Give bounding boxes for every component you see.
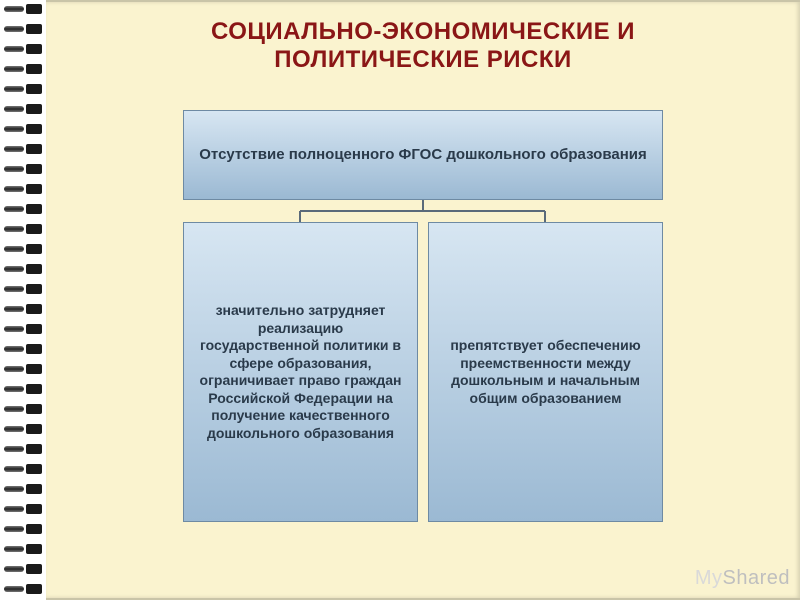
spiral-ring xyxy=(4,544,42,554)
spiral-ring xyxy=(4,584,42,594)
diagram-node-root: Отсутствие полноценного ФГОС дошкольного… xyxy=(183,110,663,200)
spiral-ring xyxy=(4,524,42,534)
spiral-ring xyxy=(4,144,42,154)
spiral-ring xyxy=(4,364,42,374)
spiral-ring xyxy=(4,184,42,194)
spiral-ring xyxy=(4,264,42,274)
spiral-ring xyxy=(4,4,42,14)
spiral-ring xyxy=(4,244,42,254)
spiral-ring xyxy=(4,164,42,174)
diagram-node-left: значительно затрудняет реализацию госуда… xyxy=(183,222,418,522)
connector xyxy=(299,211,301,222)
connector xyxy=(300,210,423,212)
watermark-part1: My xyxy=(695,567,723,589)
spiral-ring xyxy=(4,284,42,294)
spiral-ring xyxy=(4,564,42,574)
spiral-ring xyxy=(4,324,42,334)
spiral-ring xyxy=(4,204,42,214)
spiral-ring xyxy=(4,124,42,134)
connector xyxy=(423,210,545,212)
title-line-2: ПОЛИТИЧЕСКИЕ РИСКИ xyxy=(86,46,760,74)
spiral-ring xyxy=(4,464,42,474)
slide-title: СОЦИАЛЬНО-ЭКОНОМИЧЕСКИЕ И ПОЛИТИЧЕСКИЕ Р… xyxy=(46,2,800,82)
diagram-node-right: препятствует обеспечению преемственности… xyxy=(428,222,663,522)
spiral-ring xyxy=(4,444,42,454)
spiral-ring xyxy=(4,64,42,74)
spiral-ring xyxy=(4,484,42,494)
spiral-ring xyxy=(4,224,42,234)
spiral-ring xyxy=(4,384,42,394)
title-line-1: СОЦИАЛЬНО-ЭКОНОМИЧЕСКИЕ И xyxy=(86,18,760,46)
connector xyxy=(544,211,546,222)
spiral-ring xyxy=(4,404,42,414)
spiral-ring xyxy=(4,424,42,434)
watermark-part2: Shared xyxy=(723,567,791,589)
watermark: MyShared xyxy=(695,567,790,590)
spiral-ring xyxy=(4,24,42,34)
spiral-binding xyxy=(0,0,46,600)
slide-page: СОЦИАЛЬНО-ЭКОНОМИЧЕСКИЕ И ПОЛИТИЧЕСКИЕ Р… xyxy=(46,0,800,600)
spiral-ring xyxy=(4,504,42,514)
hierarchy-diagram: Отсутствие полноценного ФГОС дошкольного… xyxy=(163,110,683,540)
spiral-ring xyxy=(4,44,42,54)
spiral-ring xyxy=(4,304,42,314)
spiral-ring xyxy=(4,104,42,114)
spiral-ring xyxy=(4,344,42,354)
spiral-ring xyxy=(4,84,42,94)
